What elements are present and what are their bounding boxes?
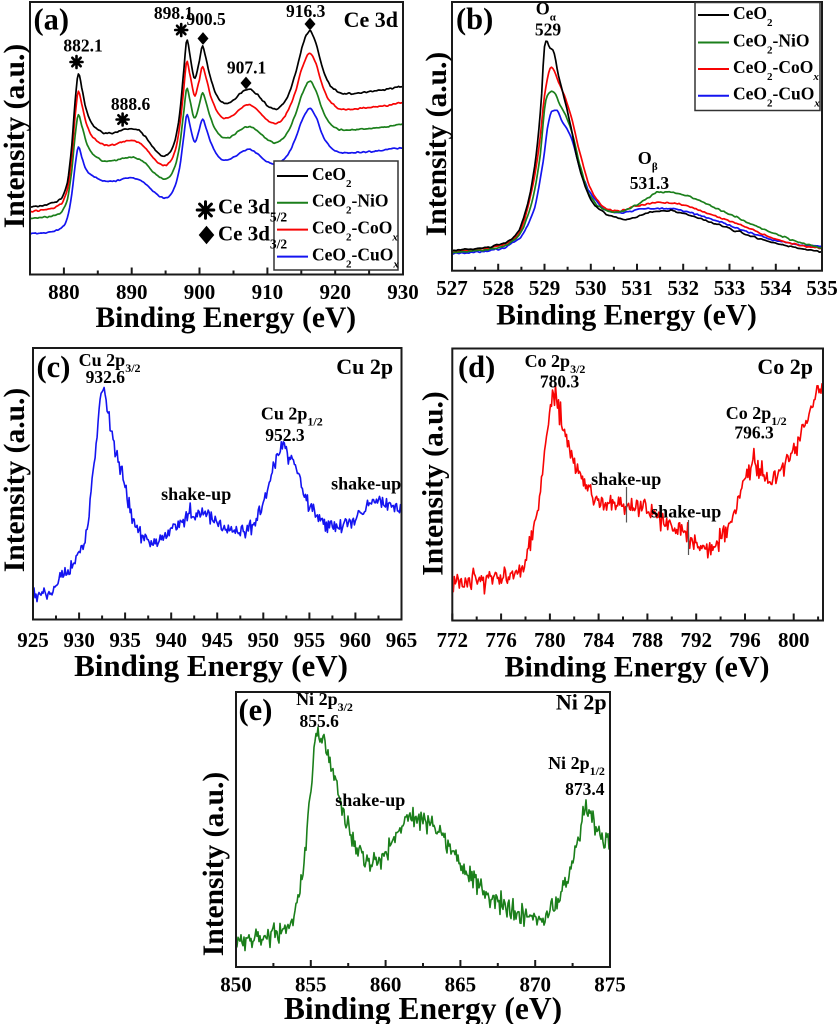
svg-text:533: 533 [714, 276, 746, 300]
svg-text:shake-up: shake-up [335, 790, 405, 810]
svg-text:900.5: 900.5 [186, 9, 226, 29]
svg-text:940: 940 [155, 628, 187, 652]
svg-text:(a): (a) [34, 3, 70, 37]
svg-text:776: 776 [485, 628, 517, 652]
svg-text:780.3: 780.3 [540, 372, 580, 392]
svg-text:873.4: 873.4 [565, 779, 605, 799]
svg-text:Ce 3d: Ce 3d [344, 7, 398, 32]
svg-text:535: 535 [806, 276, 838, 300]
svg-text:888.6: 888.6 [111, 94, 151, 114]
svg-text:Binding Energy (eV): Binding Energy (eV) [504, 651, 769, 684]
svg-text:800: 800 [778, 628, 810, 652]
svg-text:916.3: 916.3 [286, 1, 326, 21]
svg-text:528: 528 [482, 276, 514, 300]
svg-text:527: 527 [436, 276, 468, 300]
svg-text:534: 534 [760, 276, 792, 300]
svg-text:875: 875 [594, 973, 626, 997]
svg-text:530: 530 [575, 276, 607, 300]
svg-text:Intensity (a.u.): Intensity (a.u.) [418, 391, 450, 575]
svg-text:788: 788 [632, 628, 664, 652]
svg-text:531: 531 [621, 276, 653, 300]
svg-text:Cu 2p: Cu 2p [336, 354, 393, 379]
svg-text:907.1: 907.1 [227, 58, 266, 78]
svg-text:952.3: 952.3 [265, 425, 305, 445]
svg-text:935: 935 [109, 628, 141, 652]
svg-text:Ni 2p: Ni 2p [556, 690, 607, 715]
svg-text:955: 955 [294, 628, 326, 652]
svg-text:784: 784 [583, 628, 615, 652]
svg-text:Intensity (a.u.): Intensity (a.u.) [0, 388, 31, 572]
svg-text:870: 870 [519, 973, 551, 997]
svg-text:965: 965 [386, 628, 418, 652]
svg-text:531.3: 531.3 [630, 173, 670, 193]
svg-text:shake-up: shake-up [331, 474, 401, 494]
svg-text:(c): (c) [37, 350, 71, 384]
svg-text:882.1: 882.1 [63, 36, 102, 56]
svg-text:529: 529 [529, 276, 561, 300]
svg-text:880: 880 [48, 280, 80, 304]
svg-text:945: 945 [201, 628, 233, 652]
svg-text:(d): (d) [458, 350, 495, 384]
svg-text:900: 900 [184, 280, 216, 304]
svg-text:930: 930 [63, 628, 95, 652]
svg-text:Binding Energy (eV): Binding Energy (eV) [95, 302, 356, 334]
svg-text:(b): (b) [456, 2, 493, 36]
svg-text:930: 930 [387, 280, 419, 304]
svg-text:772: 772 [437, 628, 469, 652]
svg-text:960: 960 [340, 628, 372, 652]
svg-text:920: 920 [319, 280, 351, 304]
svg-text:796: 796 [729, 628, 761, 652]
svg-text:950: 950 [248, 628, 280, 652]
svg-text:890: 890 [116, 280, 148, 304]
svg-text:855: 855 [295, 973, 327, 997]
svg-text:529: 529 [535, 20, 562, 40]
svg-text:860: 860 [370, 973, 402, 997]
svg-text:(e): (e) [239, 693, 273, 727]
svg-text:Intensity (a.u.): Intensity (a.u.) [0, 44, 31, 228]
svg-text:792: 792 [680, 628, 712, 652]
svg-text:Binding Energy (eV): Binding Energy (eV) [284, 991, 562, 1024]
svg-text:780: 780 [534, 628, 566, 652]
svg-text:Intensity (a.u.): Intensity (a.u.) [421, 52, 453, 236]
svg-text:855.6: 855.6 [300, 711, 340, 731]
svg-text:shake-up: shake-up [591, 469, 661, 489]
svg-text:932.6: 932.6 [86, 367, 126, 387]
svg-text:850: 850 [220, 973, 252, 997]
svg-text:Intensity (a.u.): Intensity (a.u.) [198, 772, 230, 956]
svg-text:910: 910 [252, 280, 284, 304]
svg-text:532: 532 [667, 276, 699, 300]
svg-text:Binding Energy (eV): Binding Energy (eV) [496, 300, 757, 332]
svg-text:shake-up: shake-up [651, 502, 721, 522]
svg-text:865: 865 [445, 973, 477, 997]
svg-text:Binding Energy (eV): Binding Energy (eV) [74, 648, 348, 683]
svg-text:898.1: 898.1 [154, 3, 193, 23]
svg-text:Co 2p: Co 2p [757, 354, 813, 379]
svg-text:shake-up: shake-up [161, 484, 231, 504]
svg-text:925: 925 [17, 628, 49, 652]
svg-text:796.3: 796.3 [734, 423, 774, 443]
